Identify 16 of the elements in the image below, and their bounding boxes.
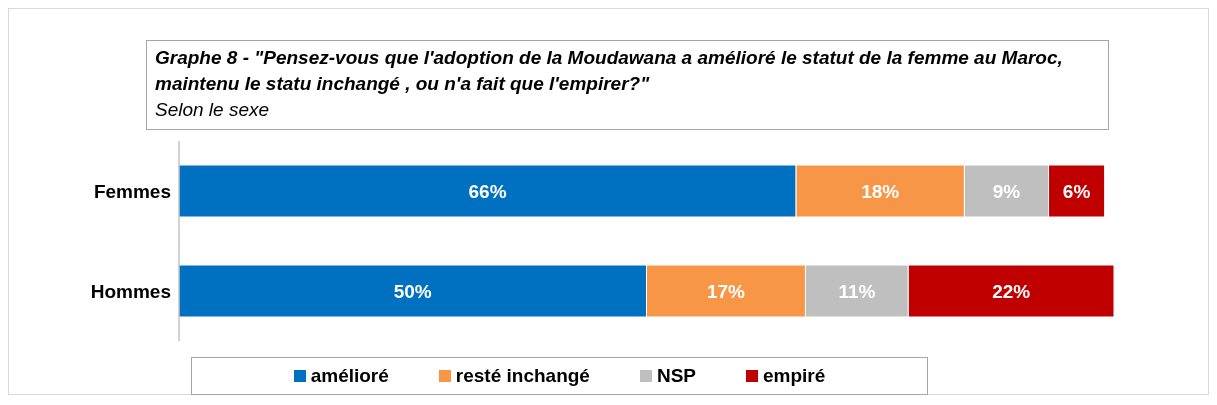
data-label: 50% — [393, 281, 432, 302]
data-label: 18% — [861, 181, 900, 202]
legend-label: amélioré — [310, 365, 389, 387]
y-tick-label: Hommes — [90, 280, 171, 302]
chart-title: Graphe 8 - "Pensez-vous que l'adoption de la Moudawana a amélioré le statut de la femme au Maroc, maintenu le statu inchangé , ou n'a fait que l'empirer?" — [155, 46, 1064, 96]
chart-subtitle: Selon le sexe — [155, 98, 271, 122]
data-label: 6% — [1062, 181, 1091, 202]
y-tick-label: Femmes — [93, 180, 171, 202]
legend-label: empiré — [763, 365, 826, 387]
data-label: 22% — [992, 281, 1031, 302]
legend-label: resté inchangé — [455, 365, 590, 387]
data-label: 17% — [706, 281, 746, 302]
data-label: 11% — [838, 281, 876, 302]
legend-label: NSP — [656, 365, 697, 387]
data-label: 66% — [468, 181, 507, 202]
data-label: 9% — [992, 181, 1021, 202]
